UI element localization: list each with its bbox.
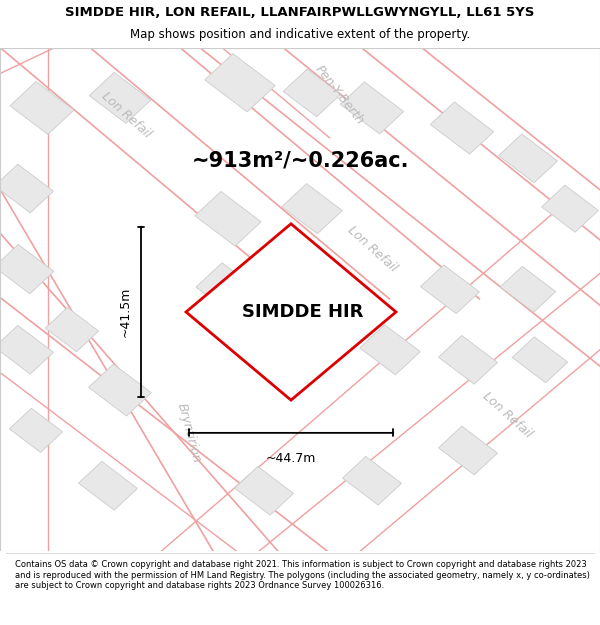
Polygon shape xyxy=(439,426,497,475)
Text: Pen-Y-Berth: Pen-Y-Berth xyxy=(312,63,366,128)
Text: Bryntirion: Bryntirion xyxy=(175,401,203,464)
Polygon shape xyxy=(195,191,261,246)
Polygon shape xyxy=(340,82,404,134)
Text: Contains OS data © Crown copyright and database right 2021. This information is : Contains OS data © Crown copyright and d… xyxy=(15,560,590,590)
Polygon shape xyxy=(205,54,275,112)
Polygon shape xyxy=(343,456,401,505)
Polygon shape xyxy=(512,337,568,382)
Polygon shape xyxy=(282,184,342,234)
Polygon shape xyxy=(0,244,54,294)
Polygon shape xyxy=(46,308,98,352)
Polygon shape xyxy=(89,72,151,123)
Polygon shape xyxy=(196,262,260,316)
Polygon shape xyxy=(499,134,557,182)
Polygon shape xyxy=(10,81,74,134)
Text: Map shows position and indicative extent of the property.: Map shows position and indicative extent… xyxy=(130,28,470,41)
Text: Lon Refail: Lon Refail xyxy=(98,90,154,141)
Polygon shape xyxy=(439,336,497,384)
Text: Lon Refail: Lon Refail xyxy=(479,390,535,441)
Polygon shape xyxy=(0,164,53,213)
Text: SIMDDE HIR: SIMDDE HIR xyxy=(242,303,364,321)
Polygon shape xyxy=(421,265,479,314)
Polygon shape xyxy=(235,466,293,515)
Polygon shape xyxy=(0,326,53,374)
Polygon shape xyxy=(430,102,494,154)
Polygon shape xyxy=(89,364,151,416)
Polygon shape xyxy=(186,224,396,400)
Polygon shape xyxy=(10,408,62,452)
Polygon shape xyxy=(542,185,598,232)
Polygon shape xyxy=(500,266,556,312)
Polygon shape xyxy=(360,324,420,375)
Text: ~913m²/~0.226ac.: ~913m²/~0.226ac. xyxy=(191,151,409,171)
Text: Lon Refail: Lon Refail xyxy=(344,224,400,274)
Text: ~44.7m: ~44.7m xyxy=(266,452,316,465)
Polygon shape xyxy=(301,256,359,303)
Polygon shape xyxy=(79,461,137,510)
Polygon shape xyxy=(283,69,341,117)
Text: ~41.5m: ~41.5m xyxy=(119,287,132,337)
Text: SIMDDE HIR, LON REFAIL, LLANFAIRPWLLGWYNGYLL, LL61 5YS: SIMDDE HIR, LON REFAIL, LLANFAIRPWLLGWYN… xyxy=(65,6,535,19)
